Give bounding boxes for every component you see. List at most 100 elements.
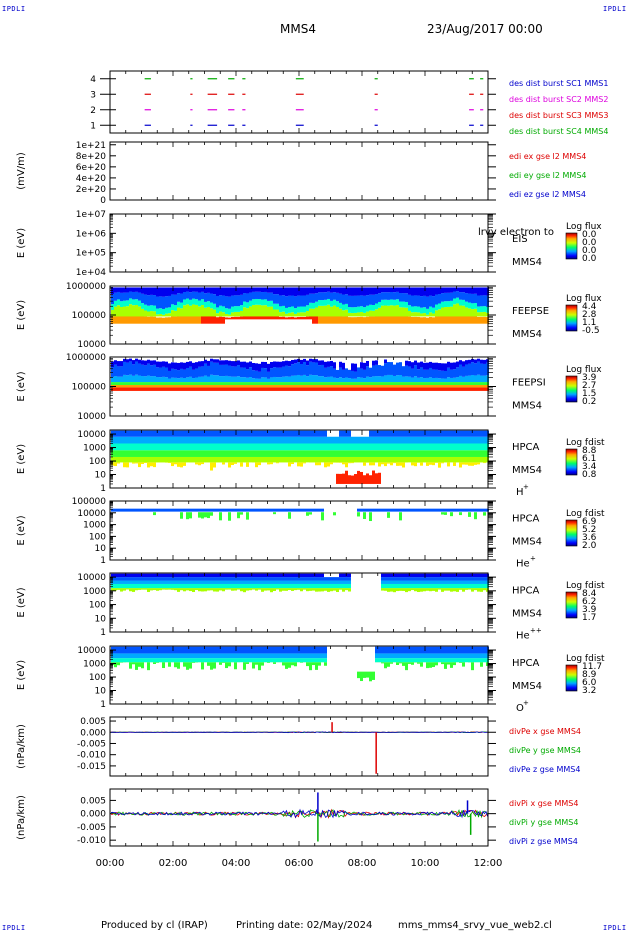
spectrogram-cell [117, 314, 120, 324]
spectrogram-cell [432, 436, 435, 444]
spectrogram-cell [336, 301, 339, 307]
colorbar-tick-label: 5.2 [582, 525, 596, 535]
spectrogram-cell [123, 287, 126, 293]
spectrogram-cell [183, 299, 186, 306]
spectrogram-cell [480, 577, 483, 581]
spectrogram-cell [273, 287, 276, 295]
spectrogram-cell [378, 385, 381, 388]
spectrogram-cell [189, 382, 192, 386]
spectrogram-cell [459, 436, 462, 444]
spectrogram-cell [381, 436, 384, 444]
spectrogram-cell [285, 376, 288, 383]
spectrogram-cell [162, 436, 165, 444]
legend-entry: des dist burst SC2 MMS2 [509, 95, 608, 104]
spectrogram-cell [180, 577, 183, 581]
spectrogram-cell [135, 430, 138, 437]
spectrogram-cell [114, 588, 117, 591]
spectrogram-cell [234, 653, 237, 659]
spectrogram-cell [384, 662, 387, 669]
spectrogram-cell [258, 436, 261, 444]
spectrogram-cell [300, 287, 303, 296]
spectrogram-cell [309, 658, 312, 663]
spectrogram-cell [438, 443, 441, 451]
spectrogram-cell [141, 580, 144, 584]
spectrogram-cell [285, 387, 288, 391]
spectrogram-cell [444, 287, 447, 293]
spectrogram-cell [216, 450, 219, 457]
spectrogram-cell [186, 436, 189, 444]
spectrogram-cell [126, 430, 129, 437]
spectrogram-cell [249, 367, 252, 378]
spectrogram-cell [465, 387, 468, 391]
spectrogram-cell [228, 573, 231, 578]
spectrogram-cell [279, 295, 282, 307]
y-tick-label: -0.010 [77, 751, 106, 761]
spectrogram-cell [300, 430, 303, 437]
spectrogram-cell [360, 316, 363, 324]
spectrogram-cell [480, 573, 483, 578]
spectrogram-cell [471, 646, 474, 654]
spectrogram-cell [186, 382, 189, 386]
spectrogram-cell [480, 359, 483, 364]
spectrogram-cell [132, 305, 135, 317]
spectrogram-cell [150, 365, 153, 377]
spectrogram-cell [303, 577, 306, 581]
spectrogram-cell [411, 362, 414, 369]
spectrogram-cell [117, 462, 120, 464]
spectrogram-cell [144, 456, 147, 463]
spectrogram-cell [366, 436, 369, 444]
spectrogram-cell [426, 456, 429, 463]
spectrogram-cell [135, 358, 138, 362]
spectrogram-cell [399, 362, 402, 375]
spectrogram-cell [276, 658, 279, 663]
spectrogram-cell [390, 314, 393, 324]
spectrogram-cell [264, 573, 267, 578]
spectrogram-cell [267, 430, 270, 437]
spectrogram-cell [243, 653, 246, 659]
spectrogram-cell [405, 443, 408, 451]
spectrogram-cell [321, 292, 324, 301]
spectrogram-cell [246, 443, 249, 451]
y-tick-label: 100000 [72, 311, 107, 321]
y-tick-label: 1000000 [66, 353, 106, 363]
spectrogram-cell [237, 385, 240, 388]
spectrogram-cell [423, 436, 426, 444]
spectrogram-cell [468, 580, 471, 584]
spectrogram-cell [384, 375, 387, 383]
colorbar-tick-label: 1.5 [582, 389, 596, 399]
colorbar-tick-label: 3.9 [582, 605, 597, 615]
spectrogram-cell [363, 475, 366, 484]
spectrogram-cell [387, 382, 390, 386]
spectrogram-cell [378, 436, 381, 444]
spectrogram-cell [282, 662, 285, 666]
spectrogram-cell [474, 359, 477, 364]
spectrogram-cell [267, 450, 270, 457]
spectrogram-cell [348, 317, 351, 324]
spectrogram-cell [147, 662, 150, 671]
spectrogram-cell [411, 316, 414, 324]
spectrogram-cell [459, 450, 462, 457]
spectrogram-cell [447, 573, 450, 578]
spectrogram-cell [432, 583, 435, 589]
spectrogram-cell [435, 588, 438, 592]
spectrogram-cell [144, 287, 147, 295]
spectrogram-cell [111, 573, 114, 578]
spectrogram-cell [267, 315, 270, 320]
spectrogram-cell [336, 450, 339, 457]
spectrogram-cell [474, 646, 477, 654]
spectrogram-cell [426, 508, 429, 512]
spectrogram-cell [447, 385, 450, 388]
spectrogram-cell [210, 646, 213, 654]
spectrogram-cell [384, 387, 387, 391]
spectrogram-cell [141, 456, 144, 463]
spectrogram-cell [396, 456, 399, 463]
spectrogram-cell [435, 287, 438, 295]
spectrogram-cell [474, 382, 477, 386]
spectrogram-cell [189, 387, 192, 391]
spectrogram-cell [465, 287, 468, 294]
spectrogram-cell [300, 382, 303, 386]
spectrogram-cell [231, 588, 234, 591]
spectrogram-cell [393, 588, 396, 593]
spectrogram-cell [369, 287, 372, 295]
spectrogram-cell [162, 287, 165, 297]
